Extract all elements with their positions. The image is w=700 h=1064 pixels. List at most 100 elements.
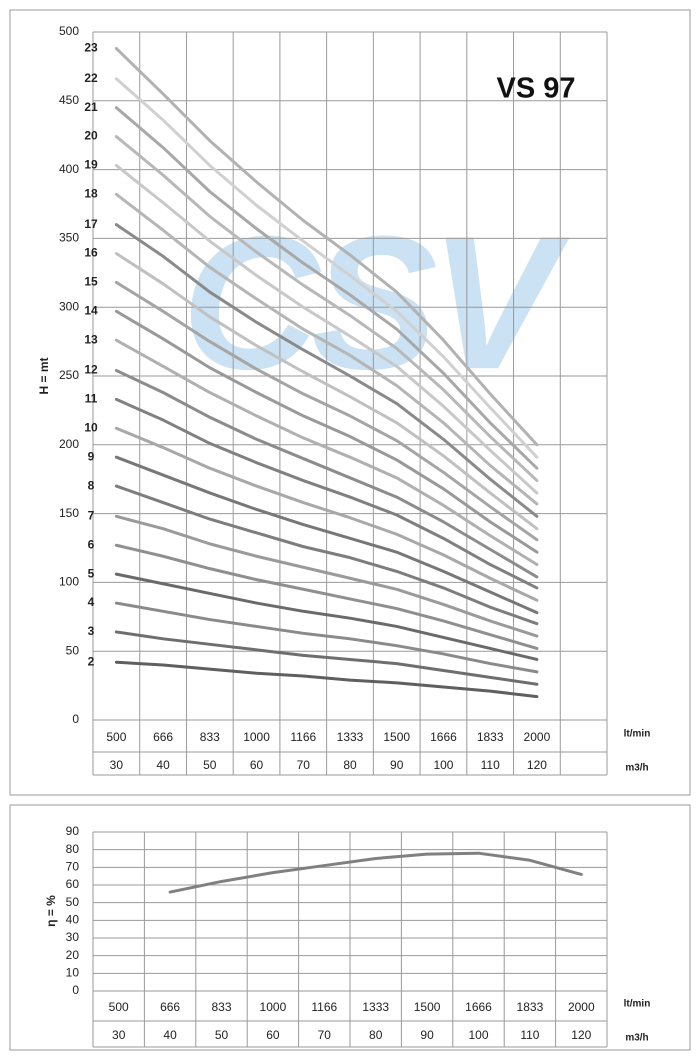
x-tick-label-m3h: 90 — [390, 758, 404, 772]
x-tick-label-m3h: 110 — [481, 758, 500, 772]
stage-label: 17 — [84, 217, 98, 231]
x-tick-label: 500 — [106, 730, 126, 744]
x-tick-label: 500 — [109, 1000, 129, 1014]
y-tick-label: 200 — [59, 437, 79, 451]
x-tick-label-m3h: 120 — [571, 1028, 591, 1042]
stage-label: 2 — [88, 654, 95, 668]
x-tick-label: 1000 — [260, 1000, 287, 1014]
stage-label: 4 — [88, 595, 95, 609]
x-tick-label-m3h: 70 — [318, 1028, 332, 1042]
stage-label: 16 — [84, 246, 98, 260]
y-tick-label: 60 — [66, 877, 80, 891]
x-tick-label: 833 — [211, 1000, 231, 1014]
curve — [114, 397, 539, 590]
stage-label: 6 — [88, 537, 95, 551]
x-tick-label: 1500 — [383, 730, 410, 744]
x-tick-label-m3h: 50 — [215, 1028, 229, 1042]
y-tick-label: 350 — [59, 231, 79, 245]
y-tick-label: 500 — [59, 24, 79, 38]
x-unit-label: m3/h — [625, 763, 648, 774]
stage-label: 13 — [84, 332, 98, 346]
curve — [114, 135, 539, 483]
x-tick-label: 1666 — [465, 1000, 492, 1014]
stage-label: 9 — [88, 449, 95, 463]
y-tick-label: 30 — [66, 930, 80, 944]
stage-label: 21 — [84, 100, 98, 114]
x-tick-label-m3h: 80 — [369, 1028, 383, 1042]
y-tick-label: 300 — [59, 299, 79, 313]
curve — [114, 601, 539, 674]
curve — [114, 426, 539, 602]
curve — [114, 543, 539, 650]
y-tick-label: 400 — [59, 162, 79, 176]
watermark: CSV — [182, 197, 570, 409]
curve — [114, 223, 539, 518]
stage-label: 23 — [84, 41, 98, 55]
stage-label: 10 — [84, 420, 98, 434]
stage-label: 19 — [84, 158, 98, 172]
y-tick-label: 80 — [66, 842, 80, 856]
x-tick-label-m3h: 100 — [433, 758, 453, 772]
x-tick-label: 666 — [160, 1000, 180, 1014]
curve — [114, 309, 539, 554]
curve — [114, 77, 539, 459]
curve — [168, 851, 583, 894]
y-tick-label: 20 — [66, 948, 80, 962]
curve — [114, 455, 539, 615]
x-tick-label: 1833 — [477, 730, 504, 744]
x-tick-label-m3h: 90 — [420, 1028, 434, 1042]
x-tick-label: 833 — [200, 730, 220, 744]
x-tick-label-m3h: 30 — [112, 1028, 126, 1042]
stage-label: 8 — [88, 478, 95, 492]
x-tick-label-m3h: 120 — [527, 758, 547, 772]
curve — [114, 630, 539, 686]
y-tick-label: 50 — [66, 643, 80, 657]
x-tick-label-m3h: 50 — [203, 758, 217, 772]
x-tick-label: 1333 — [362, 1000, 389, 1014]
x-tick-label: 1500 — [414, 1000, 441, 1014]
x-tick-label: 666 — [153, 730, 173, 744]
y-tick-label: 0 — [72, 983, 79, 997]
y-tick-label: 50 — [66, 895, 80, 909]
y-tick-label: 250 — [59, 368, 79, 382]
curve — [114, 280, 539, 542]
top-panel — [9, 9, 691, 796]
x-tick-label-m3h: 40 — [156, 758, 170, 772]
x-tick-label-m3h: 30 — [110, 758, 124, 772]
x-tick-label-m3h: 60 — [266, 1028, 280, 1042]
stage-label: 12 — [84, 363, 98, 377]
x-tick-label-m3h: 80 — [343, 758, 357, 772]
stage-label: 20 — [84, 129, 98, 143]
curve — [114, 484, 539, 626]
stage-label: 18 — [84, 187, 98, 201]
curve — [114, 572, 539, 661]
x-tick-label: 1000 — [243, 730, 270, 744]
x-tick-label-m3h: 60 — [250, 758, 264, 772]
y-axis-label: H = mt — [37, 357, 51, 394]
curve — [114, 163, 539, 495]
stage-label: 3 — [88, 624, 95, 638]
y-tick-label: 0 — [72, 712, 79, 726]
y-tick-label: 10 — [66, 966, 80, 980]
y-tick-label: 70 — [66, 860, 80, 874]
x-tick-label: 1833 — [517, 1000, 544, 1014]
x-tick-label: 1166 — [311, 1000, 337, 1014]
curve — [114, 514, 539, 638]
y-axis-label: η = % — [44, 895, 58, 927]
x-unit-label: lt/min — [624, 999, 651, 1010]
y-tick-label: 450 — [59, 93, 79, 107]
chart-title: VS 97 — [497, 73, 576, 105]
stage-label: 14 — [84, 303, 98, 317]
x-tick-label-m3h: 110 — [520, 1028, 539, 1042]
x-unit-label: m3/h — [625, 1033, 648, 1044]
curve — [114, 47, 539, 447]
x-tick-label: 1666 — [430, 730, 457, 744]
y-tick-label: 40 — [66, 913, 80, 927]
curve — [114, 192, 539, 506]
curve — [114, 252, 539, 531]
x-tick-label: 2000 — [568, 1000, 595, 1014]
x-tick-label-m3h: 70 — [297, 758, 311, 772]
stage-label: 5 — [88, 566, 95, 580]
x-unit-label: lt/min — [624, 729, 651, 740]
